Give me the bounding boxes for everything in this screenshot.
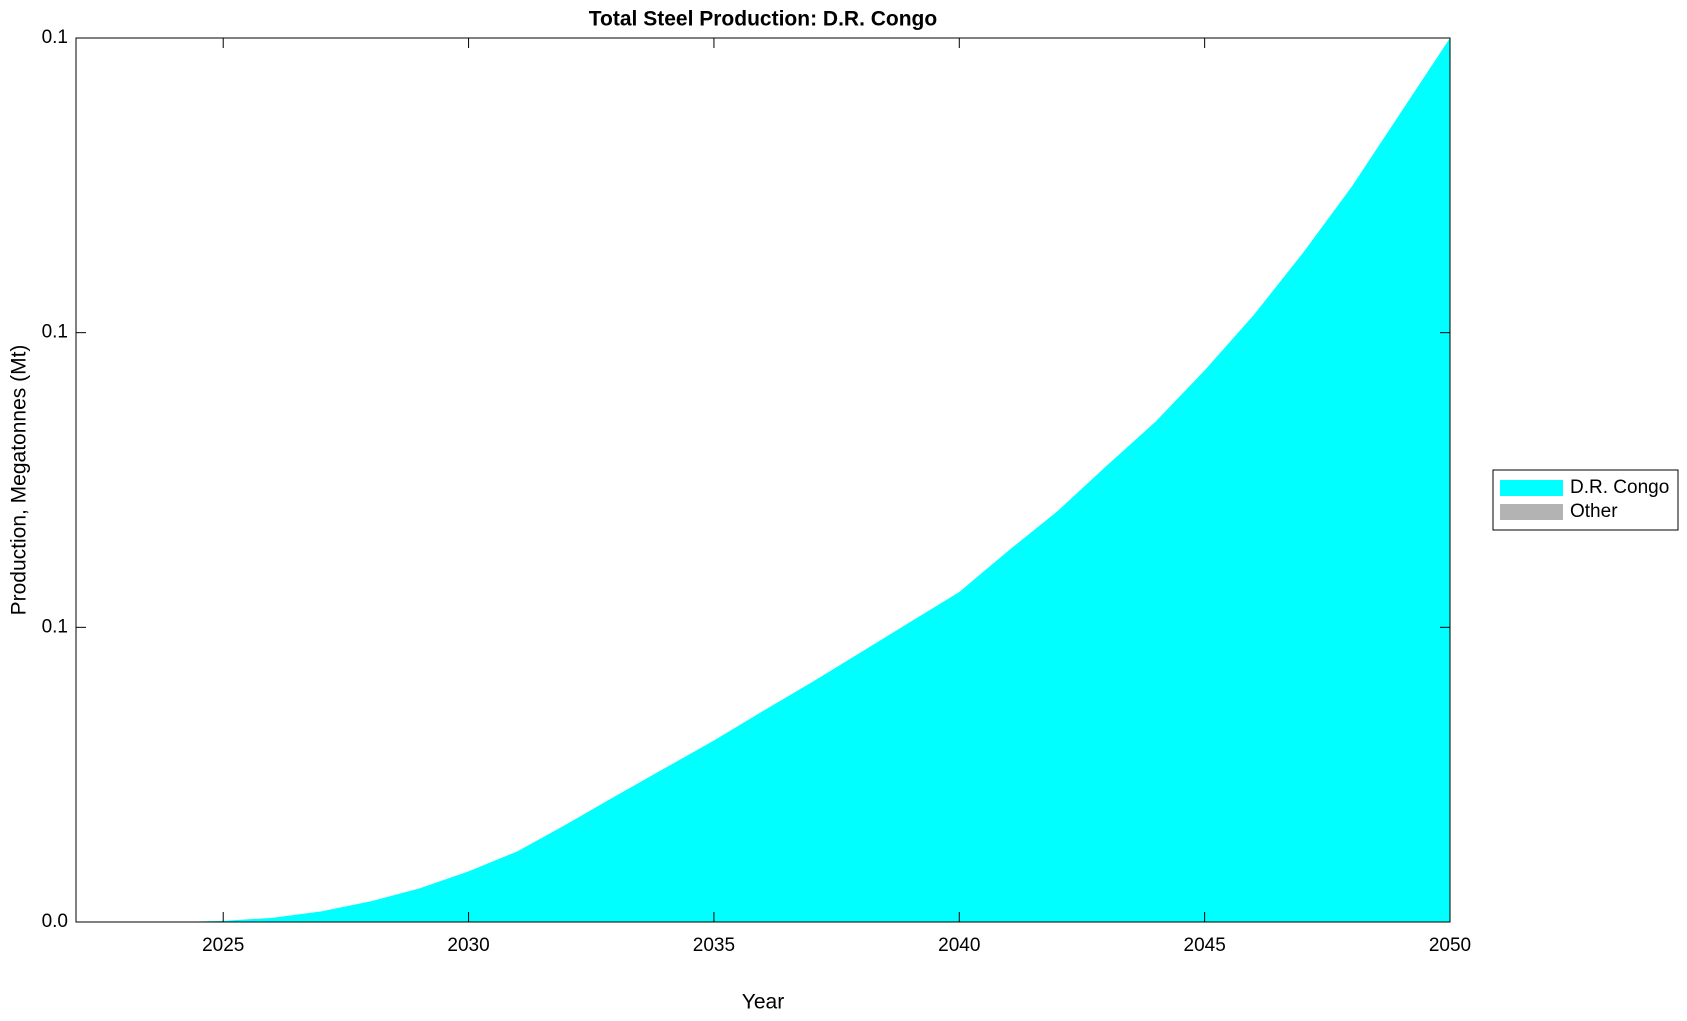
x-tick-label: 2040	[938, 935, 980, 956]
legend-label: D.R. Congo	[1570, 477, 1669, 498]
y-axis-label: Production, Megatonnes (Mt)	[8, 345, 31, 616]
chart-title: Total Steel Production: D.R. Congo	[589, 8, 937, 31]
x-tick-label: 2045	[1184, 935, 1226, 956]
x-tick-label: 2030	[447, 935, 489, 956]
y-tick-label: 0.1	[42, 322, 68, 343]
legend: D.R. Congo Other	[1492, 469, 1679, 531]
x-tick-label: 2050	[1429, 935, 1471, 956]
legend-label: Other	[1570, 501, 1618, 522]
legend-swatch	[1500, 480, 1563, 496]
y-tick-label: 0.1	[42, 27, 68, 48]
x-axis-label: Year	[742, 991, 784, 1014]
x-tick-label: 2025	[202, 935, 244, 956]
y-tick-label: 0.0	[42, 911, 68, 932]
x-tick-label: 2035	[693, 935, 735, 956]
legend-swatch	[1500, 504, 1563, 520]
plot-frame	[75, 37, 1451, 923]
area	[76, 38, 1450, 922]
y-tick-label: 0.1	[42, 616, 68, 637]
